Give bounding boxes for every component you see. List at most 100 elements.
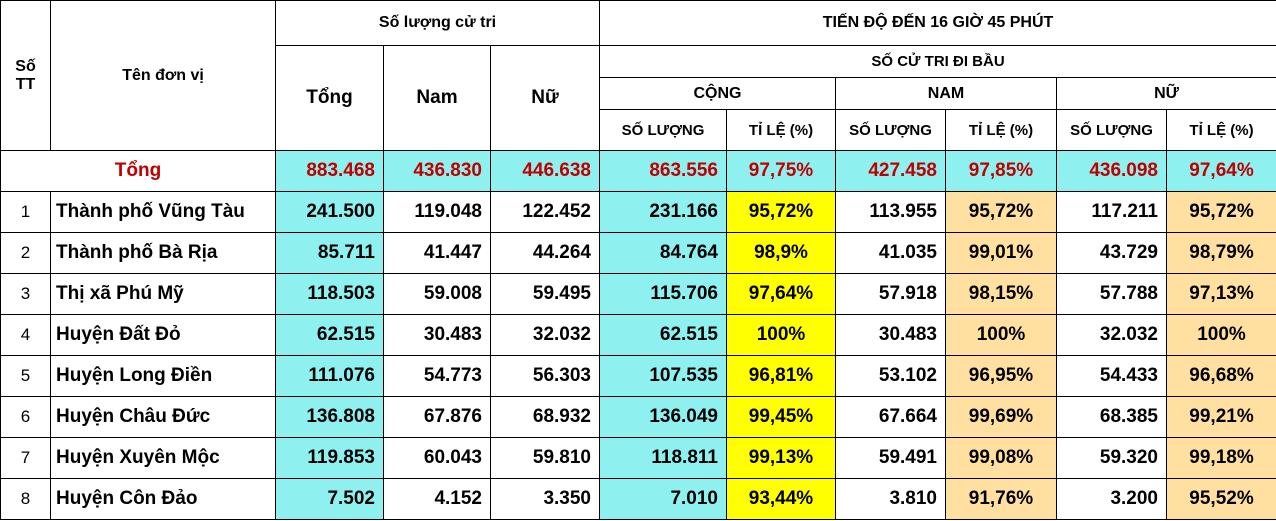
header-male-quantity: SỐ LƯỢNG	[835, 109, 946, 151]
row-cell: 97,13%	[1165, 273, 1276, 315]
total-cell: 97,64%	[1165, 150, 1276, 192]
total-label: Tổng	[0, 150, 276, 192]
row-cell: 91,76%	[945, 478, 1057, 520]
row-unit-name: Thành phố Vũng Tàu	[50, 191, 276, 233]
row-stt: 4	[0, 314, 51, 356]
row-cell: 99,69%	[945, 396, 1057, 438]
row-cell: 56.303	[490, 355, 600, 397]
row-cell: 100%	[945, 314, 1057, 356]
table-row: 5 Huyện Long Điền 111.076 54.773 56.303 107.5…	[0, 355, 1276, 397]
row-cell: 107.535	[599, 355, 727, 397]
total-cell: 97,85%	[945, 150, 1057, 192]
row-cell: 113.955	[835, 191, 946, 233]
total-cell: 97,75%	[726, 150, 836, 192]
header-female-rate: TỈ LỆ (%)	[1165, 109, 1276, 151]
row-cell: 95,72%	[1165, 191, 1276, 233]
row-cell: 99,21%	[1165, 396, 1276, 438]
row-cell: 41.447	[383, 232, 491, 274]
header-female-caps: NỮ	[1055, 77, 1276, 110]
row-cell: 115.706	[599, 273, 727, 315]
row-unit-name: Huyện Côn Đảo	[50, 478, 276, 520]
row-cell: 59.320	[1056, 437, 1167, 479]
row-cell: 53.102	[835, 355, 946, 397]
table-row: 4 Huyện Đất Đỏ 62.515 30.483 32.032 62.515 100…	[0, 314, 1276, 356]
row-cell: 100%	[1165, 314, 1276, 356]
row-cell: 85.711	[275, 232, 384, 274]
table-row: 8 Huyện Côn Đảo 7.502 4.152 3.350 7.010 93,44%…	[0, 478, 1276, 520]
row-cell: 122.452	[490, 191, 600, 233]
row-cell: 117.211	[1056, 191, 1167, 233]
row-cell: 95,72%	[945, 191, 1057, 233]
row-cell: 95,52%	[1165, 478, 1276, 520]
row-cell: 54.773	[383, 355, 491, 397]
row-cell: 118.811	[599, 437, 727, 479]
row-cell: 99,18%	[1165, 437, 1276, 479]
row-cell: 98,9%	[726, 232, 836, 274]
row-cell: 59.495	[490, 273, 600, 315]
row-cell: 67.876	[383, 396, 491, 438]
row-unit-name: Huyện Châu Đức	[50, 396, 276, 438]
total-cell: 863.556	[599, 150, 727, 192]
row-cell: 68.932	[490, 396, 600, 438]
row-cell: 4.152	[383, 478, 491, 520]
header-sum: CỘNG	[599, 77, 836, 110]
row-stt: 6	[0, 396, 51, 438]
row-stt: 7	[0, 437, 51, 479]
header-female: Nữ	[490, 45, 600, 151]
row-cell: 93,44%	[726, 478, 836, 520]
header-unit-name: Tên đơn vị	[50, 0, 276, 151]
header-voter-count: Số lượng cử tri	[275, 0, 600, 46]
row-unit-name: Thị xã Phú Mỹ	[50, 273, 276, 315]
row-cell: 62.515	[599, 314, 727, 356]
row-cell: 96,95%	[945, 355, 1057, 397]
row-stt: 3	[0, 273, 51, 315]
row-cell: 98,15%	[945, 273, 1057, 315]
row-cell: 84.764	[599, 232, 727, 274]
total-cell: 446.638	[490, 150, 600, 192]
row-cell: 68.385	[1056, 396, 1167, 438]
row-cell: 97,64%	[726, 273, 836, 315]
row-cell: 59.008	[383, 273, 491, 315]
row-cell: 96,81%	[726, 355, 836, 397]
row-cell: 3.350	[490, 478, 600, 520]
row-cell: 100%	[726, 314, 836, 356]
header-male-rate: TỈ LỆ (%)	[945, 109, 1057, 151]
row-stt: 1	[0, 191, 51, 233]
table-row: 3 Thị xã Phú Mỹ 118.503 59.008 59.495 115.706…	[0, 273, 1276, 315]
total-cell: 436.830	[383, 150, 491, 192]
row-stt: 2	[0, 232, 51, 274]
table-row: 6 Huyện Châu Đức 136.808 67.876 68.932 136.04…	[0, 396, 1276, 438]
row-cell: 32.032	[490, 314, 600, 356]
row-cell: 41.035	[835, 232, 946, 274]
row-cell: 57.788	[1056, 273, 1167, 315]
row-cell: 111.076	[275, 355, 384, 397]
row-cell: 99,13%	[726, 437, 836, 479]
row-cell: 99,08%	[945, 437, 1057, 479]
table-row: 1 Thành phố Vũng Tàu 241.500 119.048 122.452…	[0, 191, 1276, 233]
row-stt: 5	[0, 355, 51, 397]
row-cell: 57.918	[835, 273, 946, 315]
row-cell: 119.048	[383, 191, 491, 233]
row-cell: 95,72%	[726, 191, 836, 233]
row-cell: 44.264	[490, 232, 600, 274]
row-cell: 241.500	[275, 191, 384, 233]
header-female-quantity: SỐ LƯỢNG	[1056, 109, 1167, 151]
row-unit-name: Huyện Xuyên Mộc	[50, 437, 276, 479]
row-unit-name: Huyện Đất Đỏ	[50, 314, 276, 356]
row-cell: 98,79%	[1165, 232, 1276, 274]
row-cell: 30.483	[835, 314, 946, 356]
header-sum-rate: TỈ LỆ (%)	[726, 109, 836, 151]
row-cell: 99,01%	[945, 232, 1057, 274]
total-cell: 427.458	[835, 150, 946, 192]
total-cell: 436.098	[1056, 150, 1167, 192]
row-cell: 30.483	[383, 314, 491, 356]
row-cell: 59.810	[490, 437, 600, 479]
header-progress: TIẾN ĐỘ ĐẾN 16 GIỜ 45 PHÚT	[598, 0, 1276, 46]
header-stt: Số TT	[0, 0, 51, 151]
header-stt-line2: TT	[15, 75, 36, 93]
data-rows: 1 Thành phố Vũng Tàu 241.500 119.048 122.452…	[0, 191, 1276, 520]
total-cell: 883.468	[275, 150, 384, 192]
header-voted: SỐ CỬ TRI ĐI BẦU	[598, 45, 1276, 78]
total-row: Tổng 883.468 436.830 446.638 863.556 97,…	[0, 150, 1276, 192]
